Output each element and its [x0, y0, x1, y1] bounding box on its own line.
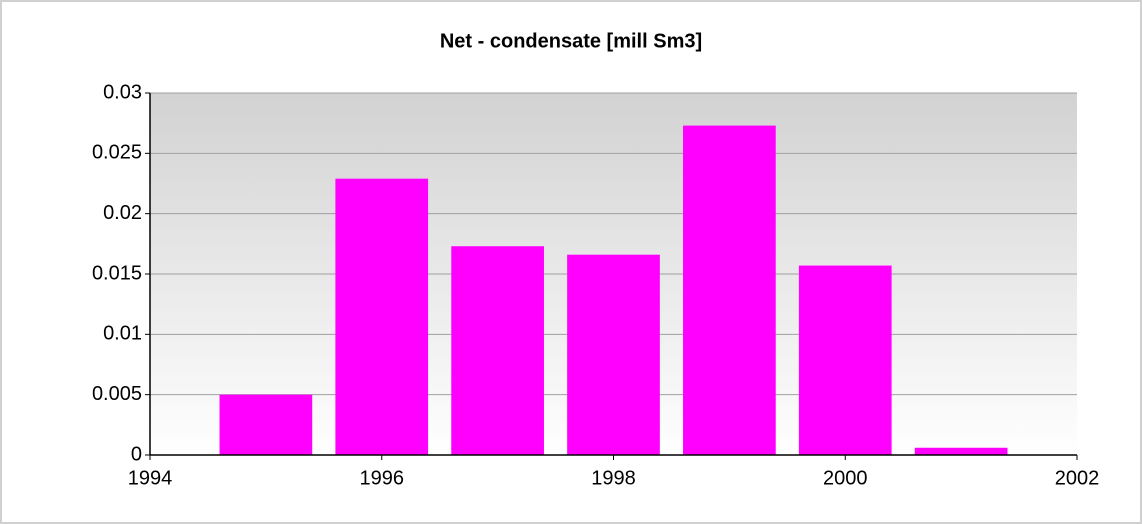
y-tick-label: 0.005 [92, 383, 142, 405]
bar [567, 254, 660, 455]
chart-title: Net - condensate [mill Sm3] [440, 30, 702, 52]
bar [683, 125, 776, 455]
bar [451, 246, 544, 455]
y-tick-label: 0.03 [103, 81, 142, 103]
x-tick-label: 2000 [823, 467, 868, 489]
x-tick-label: 1998 [591, 467, 636, 489]
y-tick-label: 0.015 [92, 262, 142, 284]
bar [335, 178, 429, 455]
x-tick-label: 1996 [360, 467, 405, 489]
y-tick-label: 0.01 [103, 323, 142, 345]
bar [219, 394, 313, 455]
y-tick-label: 0.025 [92, 142, 142, 164]
y-tick-label: 0.02 [103, 202, 142, 224]
y-tick-label: 0 [131, 443, 142, 465]
bar [914, 447, 1008, 455]
x-tick-label: 1994 [128, 467, 173, 489]
bar [798, 265, 892, 455]
x-tick-label: 2002 [1055, 467, 1100, 489]
